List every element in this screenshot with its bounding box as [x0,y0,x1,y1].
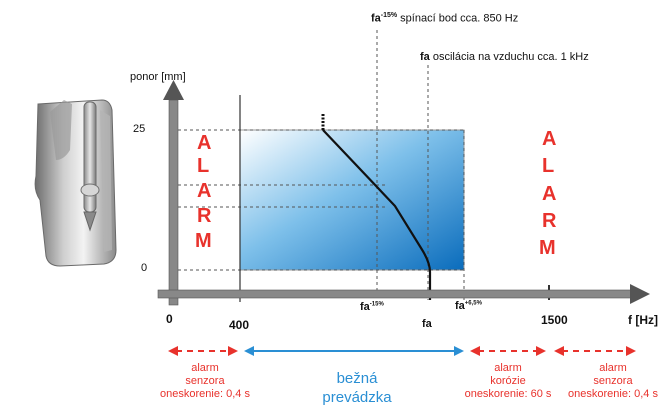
zone-sensor-left: alarm senzora oneskorenie: 0,4 s [150,362,260,401]
alarm-left-letter: L [197,155,210,177]
x-axis-arrow [630,284,650,304]
zone-title: alarm [191,362,219,374]
alarm-right-letter: A [542,128,557,150]
arrowhead [454,346,464,356]
alarm-left-letter: A [197,180,212,202]
x-tick-400: 400 [229,318,250,332]
y-tick-0: 0 [141,262,148,274]
x-mark-fa65: fa+6,5% [455,300,482,312]
zone-delay: oneskorenie: 0,4 s [160,388,250,400]
alarm-right-letter: R [542,210,557,232]
zone-subtitle: senzora [185,375,225,387]
zone-subtitle: senzora [593,375,633,387]
x-mark-fa15-sup: -15% [369,301,384,308]
zone-delay: oneskorenie: 60 s [464,388,552,400]
arrowhead [228,346,238,356]
frequency-curve [322,129,432,300]
probe-image [34,99,117,267]
zone-sensor-right: alarm senzora oneskorenie: 0,4 s [558,362,668,401]
alarm-right-letter: M [539,237,556,259]
zone-normal: bežná prevádzka [302,369,412,407]
x-mark-fa65-main: fa [455,300,465,312]
zone-delay: oneskorenie: 0,4 s [568,388,658,400]
y-axis-label: ponor [mm] [130,71,186,83]
x-mark-fa15-main: fa [360,301,370,313]
arrowhead [536,346,546,356]
zone-title: alarm [494,362,522,374]
zone-subtitle: korózie [490,375,526,387]
arrowhead [554,346,564,356]
arrowhead [244,346,254,356]
alarm-left-letter: M [195,230,212,252]
x-mark-fa15: fa-15% [360,301,384,313]
alarm-right-letter: A [542,183,557,205]
y-axis-arrow [163,80,184,100]
fa15-description: spínací bod cca. 850 Hz [397,12,519,25]
x-tick-0: 0 [166,312,173,326]
arrowhead [470,346,480,356]
fa-annotation: fa oscilácia na vzduchu cca. 1 kHz [420,51,589,63]
arrowhead [168,346,178,356]
fa15-superscript: -15% [380,12,398,19]
x-tick-1500: 1500 [541,313,568,327]
fa15-annotation: fa-15% spínací bod cca. 850 Hz [371,12,518,25]
zone-title: alarm [599,362,627,374]
x-mark-fa: fa [422,318,432,330]
arrowhead [626,346,636,356]
zone-title: bežná [336,370,378,387]
y-axis [168,99,179,306]
zone-subtitle: prevádzka [322,389,392,406]
alarm-right-letter: L [542,155,555,177]
fa-prefix: fa [420,51,430,63]
x-mark-fa65-sup: +6,5% [464,300,482,307]
normal-operation-area [239,129,465,271]
alarm-left-letter: R [197,205,212,227]
fa-description: oscilácia na vzduchu cca. 1 kHz [429,51,589,63]
alarm-left-letter: A [197,132,212,154]
fa15-prefix: fa [371,12,381,25]
x-axis [157,289,633,299]
zone-corrosion: alarm korózie oneskorenie: 60 s [453,362,563,401]
y-tick-25: 25 [133,123,146,135]
x-axis-label: f [Hz] [628,313,658,327]
